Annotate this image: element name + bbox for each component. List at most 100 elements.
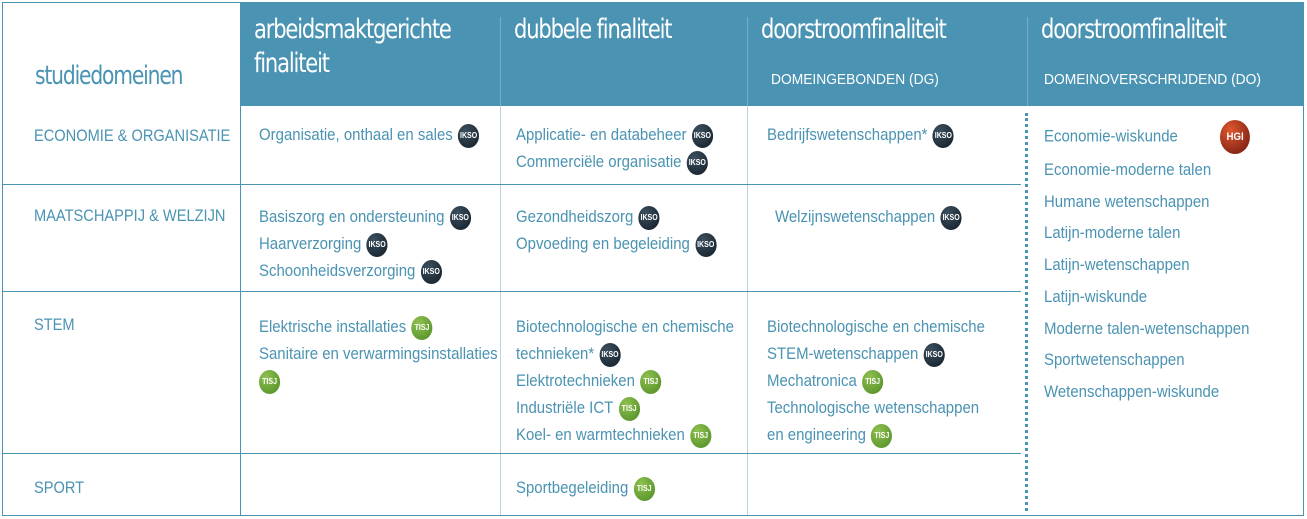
list-item: Elektrotechnieken TISJ (516, 367, 734, 394)
list-item: Gezondheidszorg IKSO (516, 203, 716, 230)
tisj-badge-icon: TISJ (411, 315, 433, 340)
list-item: Organisatie, onthaal en sales IKSO (259, 121, 480, 148)
list-item: Industriële ICT TISJ (516, 394, 734, 421)
hgi-badge-icon: HGI (1220, 120, 1251, 154)
column-divider (747, 106, 748, 515)
col2-title: dubbele finaliteit (514, 14, 673, 45)
ikso-badge-icon: IKSO (695, 232, 717, 257)
ikso-badge-icon: IKSO (638, 205, 660, 230)
list-item: Haarverzorging IKSO (259, 230, 471, 257)
list-item: Latijn-moderne talen (1044, 223, 1181, 243)
cell-do-list: Economie-wiskunde HGI Economie-moderne ta… (1044, 120, 1251, 408)
item-label: Biotechnologische en chemische (516, 317, 734, 336)
list-item: Commerciële organisatie IKSO (516, 148, 713, 175)
item-label: Bedrijfswetenschappen* (767, 125, 928, 144)
item-label: en engineering (767, 425, 866, 444)
domain-sport: SPORT (34, 478, 85, 497)
cell-stem-dubbel: Biotechnologische en chemische technieke… (516, 313, 734, 448)
column-divider (500, 106, 501, 515)
list-item: Schoonheidsverzorging IKSO (259, 257, 471, 284)
ikso-badge-icon: IKSO (686, 150, 708, 175)
list-item: Opvoeding en begeleiding IKSO (516, 230, 717, 257)
domain-economie: ECONOMIE & ORGANISATIE (34, 126, 231, 145)
col4-title: doorstroomfinaliteit (1041, 14, 1227, 45)
item-label: Gezondheidszorg (516, 207, 634, 226)
list-item: Sanitaire en verwarmingsinstallaties (259, 340, 498, 367)
item-label: Technologische wetenschappen (767, 398, 980, 417)
header-divider (500, 17, 501, 106)
list-item: technieken* IKSO (516, 340, 734, 367)
col1-title-line1: arbeidsmaktgerichte (254, 14, 452, 45)
ikso-badge-icon: IKSO (932, 123, 954, 148)
list-item: Economie-moderne talen (1044, 160, 1212, 179)
item-label: Applicatie- en databeheer (516, 125, 687, 144)
item-label: Mechatronica (767, 371, 857, 390)
ikso-badge-icon: IKSO (458, 123, 480, 148)
list-item: Latijn-wetenschappen (1044, 255, 1190, 275)
row-divider (3, 184, 1021, 185)
tisj-badge-icon: TISJ (690, 423, 712, 448)
ikso-badge-icon: IKSO (940, 205, 962, 230)
cell-maatschappij-arbeidsmarkt: Basiszorg en ondersteuning IKSO Haarverzo… (259, 203, 471, 284)
list-item: Mechatronica TISJ (767, 367, 985, 394)
item-label: Schoonheidsverzorging (259, 261, 416, 280)
dotted-divider (1025, 113, 1028, 511)
cell-economie-arbeidsmarkt: Organisatie, onthaal en sales IKSO (259, 121, 480, 148)
ikso-badge-icon: IKSO (420, 259, 442, 284)
cell-stem-arbeidsmarkt: Elektrische installaties TISJ Sanitaire e… (259, 313, 498, 394)
item-label: Opvoeding en begeleiding (516, 234, 690, 253)
col1-title-line2: finaliteit (254, 48, 330, 79)
item-label: technieken* (516, 344, 595, 363)
ikso-badge-icon: IKSO (691, 123, 713, 148)
list-item: Biotechnologische en chemische (516, 313, 734, 340)
header-col-dg: doorstroomfinaliteit DOMEINGEBONDEN (DG) (747, 3, 1027, 106)
list-item: Sportwetenschappen (1044, 350, 1185, 370)
list-item: Economie-wiskunde HGI (1044, 120, 1251, 154)
item-label: Welzijnswetenschappen (775, 207, 936, 226)
item-label: Biotechnologische en chemische (767, 317, 985, 336)
item-label: Haarverzorging (259, 234, 362, 253)
header-col-do: doorstroomfinaliteit DOMEINOVERSCHRIJDEN… (1027, 3, 1303, 106)
list-item: Moderne talen-wetenschappen (1044, 318, 1250, 338)
list-item: Basiszorg en ondersteuning IKSO (259, 203, 471, 230)
tisj-badge-icon: TISJ (618, 396, 640, 421)
cell-stem-dg: Biotechnologische en chemische STEM-wete… (767, 313, 985, 448)
list-item: Latijn-wiskunde (1044, 286, 1148, 306)
item-label: STEM-wetenschappen (767, 344, 919, 363)
header-corner: studiedomeinen (3, 3, 240, 106)
header-divider (1027, 17, 1028, 106)
domain-maatschappij: MAATSCHAPPIJ & WELZIJN (34, 206, 226, 225)
tisj-badge-icon: TISJ (871, 423, 893, 448)
col3-subtitle: DOMEINGEBONDEN (DG) (771, 71, 939, 88)
row-divider (3, 453, 1021, 454)
ikso-badge-icon: IKSO (449, 205, 471, 230)
item-label: Industriële ICT (516, 398, 614, 417)
cell-sport-dubbel: Sportbegeleiding TISJ (516, 474, 655, 501)
list-item: Elektrische installaties TISJ (259, 313, 498, 340)
tisj-badge-icon: TISJ (633, 476, 655, 501)
list-item: Koel- en warmtechnieken TISJ (516, 421, 734, 448)
header-col-arbeidsmarkt: arbeidsmaktgerichte finaliteit (240, 3, 500, 106)
tisj-badge-icon: TISJ (640, 369, 662, 394)
item-label: Economie-wiskunde (1044, 126, 1178, 146)
list-item: Technologische wetenschappen (767, 394, 985, 421)
list-item: Sportbegeleiding TISJ (516, 474, 655, 501)
item-label: Organisatie, onthaal en sales (259, 125, 453, 144)
col1-title: arbeidsmaktgerichte finaliteit (254, 13, 452, 81)
ikso-badge-icon: IKSO (923, 342, 945, 367)
header-divider (747, 17, 748, 106)
list-item: Welzijnswetenschappen IKSO (775, 203, 962, 230)
header-band (240, 3, 1303, 106)
item-label: Elektrotechnieken (516, 371, 635, 390)
cell-economie-dg: Bedrijfswetenschappen* IKSO (767, 121, 954, 148)
item-label: Sanitaire en verwarmingsinstallaties (259, 344, 498, 363)
row-divider (3, 291, 1021, 292)
tisj-badge-icon: TISJ (259, 369, 281, 394)
column-divider (240, 106, 241, 515)
col3-title: doorstroomfinaliteit (761, 14, 947, 45)
header-col-dubbel: dubbele finaliteit (500, 3, 747, 106)
cell-maatschappij-dg: Welzijnswetenschappen IKSO (775, 203, 962, 230)
list-item: en engineering TISJ (767, 421, 985, 448)
list-item: Bedrijfswetenschappen* IKSO (767, 121, 954, 148)
list-item: Applicatie- en databeheer IKSO (516, 121, 713, 148)
